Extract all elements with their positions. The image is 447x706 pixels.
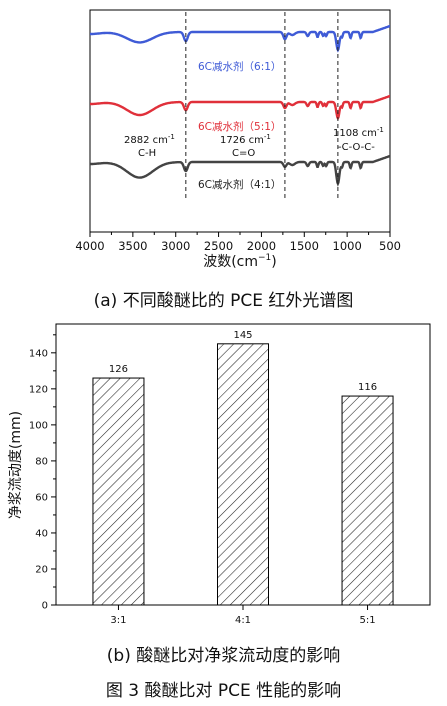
ir-label-6-1: 6C减水剂（6:1） (198, 60, 281, 73)
bar-value-label: 116 (358, 382, 377, 393)
ir-curve-5-1 (90, 94, 390, 121)
bar-1 (92, 377, 145, 606)
bar-y-ticks: 0 20 40 60 80 100 120 140 (29, 334, 56, 612)
bar-y-tick-label: 40 (35, 528, 48, 539)
ir-curve-4-1 (90, 154, 390, 187)
ir-annot-1108: 1108 cm-1 (333, 126, 384, 139)
ir-spectrum-chart: 4000 3500 3000 2500 2000 1500 1000 500 6C减水剂（6:… (75, 9, 401, 270)
bar-x-tick-label: 4:1 (235, 615, 251, 626)
ir-label-4-1: 6C减水剂（4:1） (198, 178, 281, 191)
bar-value-label: 145 (233, 330, 252, 341)
fluidity-bar-chart: 0 20 40 60 80 100 120 140 3:1 4:1 5:1 126 145 116 净… (8, 323, 431, 626)
bar-y-label: 净浆流动度(mm) (8, 411, 24, 519)
ir-annot-coc: -C-O-C- (338, 142, 375, 153)
ir-x-tick-label: 2500 (204, 239, 233, 253)
ir-x-tick-label: 500 (379, 239, 401, 253)
ir-x-tick-label: 1000 (333, 239, 362, 253)
ir-annot-1726: 1726 cm-1 (220, 133, 271, 146)
ir-x-tick-label: 3500 (118, 239, 147, 253)
bar-y-tick-label: 20 (35, 564, 48, 575)
bar-caption: (b) 酸醚比对净浆流动度的影响 (106, 646, 341, 666)
ir-curve-6-1 (90, 24, 390, 53)
figure-caption: 图 3 酸醚比对 PCE 性能的影响 (105, 681, 342, 701)
ir-x-ticks: 4000 3500 3000 2500 2000 1500 1000 500 (75, 232, 401, 253)
ir-x-tick-label: 4000 (75, 239, 104, 253)
ir-label-5-1: 6C减水剂（5:1） (198, 120, 281, 133)
bar-y-tick-label: 120 (29, 384, 48, 395)
bar-y-tick-label: 0 (42, 601, 48, 612)
ir-x-tick-label: 3000 (161, 239, 190, 253)
bar-y-tick-label: 140 (29, 348, 48, 359)
bar-x-ticks: 3:1 4:1 5:1 (110, 605, 376, 626)
ir-caption: (a) 不同酸醚比的 PCE 红外光谱图 (93, 291, 354, 311)
ir-annot-ch: C-H (138, 148, 156, 159)
bar-series: 126 145 116 (92, 330, 394, 606)
bar-y-tick-label: 100 (29, 420, 48, 431)
ir-x-label: 波数(cm−1) (203, 253, 277, 270)
ir-annot-co: C=O (232, 148, 255, 159)
bar-x-tick-label: 5:1 (359, 615, 375, 626)
bar-y-tick-label: 60 (35, 492, 48, 503)
bar-2 (217, 343, 269, 606)
bar-x-tick-label: 3:1 (110, 615, 126, 626)
bar-3 (341, 395, 394, 606)
ir-annot-2882: 2882 cm-1 (124, 133, 175, 146)
bar-y-tick-label: 80 (35, 456, 48, 467)
bar-value-label: 126 (109, 364, 128, 375)
ir-marker-lines (185, 12, 339, 198)
ir-x-tick-label: 1500 (290, 239, 319, 253)
ir-x-tick-label: 2000 (247, 239, 276, 253)
